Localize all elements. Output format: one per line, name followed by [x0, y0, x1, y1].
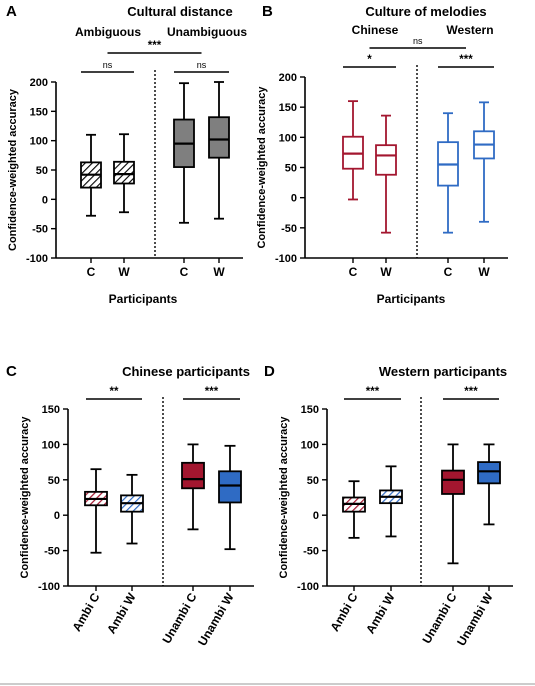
box-1 [80, 133, 102, 217]
y-tick-label: 150 [279, 102, 297, 114]
y-axis-label: Confidence-weighted accuracy [256, 86, 268, 249]
significance-label: * [367, 54, 372, 66]
panels: A Cultural distance -100 -50 0 50 100 150 200 Con… [6, 3, 513, 648]
x-tick-label: W [478, 265, 490, 279]
box-4 [477, 443, 501, 526]
y-tick-label: 0 [54, 510, 60, 522]
y-tick-label: 150 [42, 404, 60, 416]
y-tick-label: 50 [48, 475, 60, 487]
y-tick-label: -100 [275, 253, 297, 265]
y-tick-label: 0 [313, 510, 319, 522]
y-axis-label: Confidence-weighted accuracy [19, 416, 31, 579]
y-tick-label: -50 [303, 546, 319, 558]
box-iqr [218, 470, 242, 504]
panel-letter: B [262, 3, 273, 20]
y-tick-label: 100 [30, 136, 48, 148]
y-axis-label: Confidence-weighted accuracy [7, 88, 19, 251]
box-3 [441, 443, 465, 565]
significance-label: *** [459, 54, 473, 66]
panel-d: D Western participants -100 -50 0 50 100 150 Con… [264, 363, 513, 648]
panel-c: C Chinese participants -100 -50 0 50 100 150 Con… [6, 363, 254, 648]
box-4 [208, 81, 230, 220]
y-tick-label: 50 [307, 475, 319, 487]
significance-label: ns [197, 60, 207, 70]
group-label: Unambiguous [167, 25, 247, 39]
y-tick-label: 0 [291, 193, 297, 205]
significance-label: *** [148, 40, 162, 52]
y-tick-label: 150 [30, 106, 48, 118]
box-4 [218, 444, 242, 551]
significance-label: ns [413, 36, 423, 46]
x-axis-label: Participants [109, 292, 178, 306]
group-label: Chinese [352, 23, 399, 37]
y-tick-label: -100 [297, 581, 319, 593]
y-tick-label: 150 [301, 404, 319, 416]
y-axis-label: Confidence-weighted accuracy [278, 416, 290, 579]
group-label: Western [446, 23, 493, 37]
x-tick-label: C [87, 265, 96, 279]
box-3 [437, 112, 459, 234]
box-2 [113, 133, 135, 214]
x-tick-label: W [380, 265, 392, 279]
box-iqr [441, 469, 465, 495]
box-iqr [477, 461, 501, 485]
x-tick-label: Unambi C [419, 590, 459, 646]
box-2 [375, 114, 397, 234]
y-tick-label: 50 [36, 165, 48, 177]
y-tick-label: -100 [38, 581, 60, 593]
y-tick-label: 50 [285, 163, 297, 175]
box-iqr [181, 461, 205, 490]
x-tick-label: W [118, 265, 130, 279]
y-tick-label: -50 [32, 224, 48, 236]
significance-label: ns [103, 60, 113, 70]
box-1 [342, 480, 366, 539]
y-tick-label: 0 [42, 194, 48, 206]
significance-label: *** [205, 386, 219, 398]
x-tick-label: Ambi C [69, 590, 102, 634]
box-iqr [113, 160, 135, 185]
panel-title: Cultural distance [127, 4, 232, 19]
box-2 [120, 473, 144, 545]
panel-title: Chinese participants [122, 364, 250, 379]
x-tick-label: Ambi W [104, 590, 139, 636]
box-3 [181, 443, 205, 531]
box-3 [173, 82, 195, 224]
box-1 [342, 100, 364, 201]
box-iqr [375, 144, 397, 176]
panel-letter: A [6, 3, 17, 20]
x-tick-label: C [444, 265, 453, 279]
box-4 [473, 101, 495, 223]
y-tick-label: 100 [42, 439, 60, 451]
group-label: Ambiguous [75, 25, 141, 39]
y-tick-label: 200 [30, 77, 48, 89]
y-tick-label: 200 [279, 72, 297, 84]
significance-label: *** [464, 386, 478, 398]
panel-title: Western participants [379, 364, 507, 379]
panel-letter: D [264, 363, 275, 380]
box-iqr [208, 116, 230, 159]
panel-title: Culture of melodies [365, 4, 486, 19]
box-1 [84, 468, 108, 554]
significance-label: ** [110, 386, 119, 398]
x-axis-label: Participants [377, 292, 446, 306]
x-tick-label: Ambi W [363, 590, 398, 636]
y-tick-label: 100 [279, 132, 297, 144]
y-tick-label: -50 [281, 223, 297, 235]
panel-a: A Cultural distance -100 -50 0 50 100 150 200 Con… [6, 3, 247, 306]
x-tick-label: Unambi C [159, 590, 199, 646]
x-tick-label: Unambi W [195, 590, 237, 648]
significance-label: *** [366, 386, 380, 398]
panel-letter: C [6, 363, 17, 380]
y-tick-label: 100 [301, 439, 319, 451]
x-tick-label: C [180, 265, 189, 279]
panel-b: B Culture of melodies -100 -50 0 50 100 150 200 C… [256, 3, 508, 306]
x-tick-label: W [213, 265, 225, 279]
box-2 [379, 465, 403, 538]
x-tick-label: Ambi C [327, 590, 360, 634]
y-tick-label: -50 [44, 546, 60, 558]
x-tick-label: Unambi W [454, 590, 496, 648]
x-tick-label: C [349, 265, 358, 279]
y-tick-label: -100 [26, 253, 48, 265]
